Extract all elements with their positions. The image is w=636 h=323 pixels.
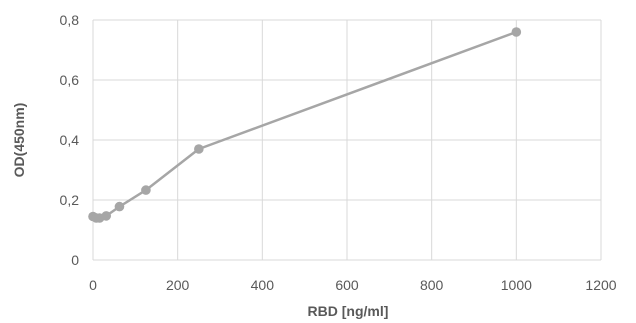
y-tick-label: 0,6	[60, 72, 80, 88]
data-point	[101, 211, 112, 221]
data-point	[114, 201, 125, 212]
y-tick-label: 0,2	[60, 192, 80, 208]
data-point	[141, 185, 151, 195]
series-group	[88, 27, 522, 223]
gridlines	[92, 19, 602, 261]
y-tick-label: 0,4	[60, 132, 80, 148]
x-tick-label: 0	[89, 277, 97, 293]
data-point	[511, 27, 522, 37]
y-tick-label: 0	[71, 252, 79, 268]
x-tick-label: 800	[420, 277, 444, 293]
data-point	[194, 144, 204, 154]
x-tick-label: 200	[166, 277, 190, 293]
series-line	[91, 30, 518, 220]
x-tick-label: 400	[251, 277, 275, 293]
y-tick-label: 0,8	[60, 12, 80, 28]
x-tick-label: 600	[335, 277, 359, 293]
x-tick-label: 1200	[585, 277, 616, 293]
x-axis-label: RBD [ng/ml]	[308, 303, 389, 319]
tick-labels: 0 0,2 0,4 0,6 0,8 0 200 400 600 800 1000 1200	[60, 12, 617, 293]
x-tick-label: 1000	[501, 277, 532, 293]
y-axis-label: OD(450nm)	[11, 103, 27, 178]
